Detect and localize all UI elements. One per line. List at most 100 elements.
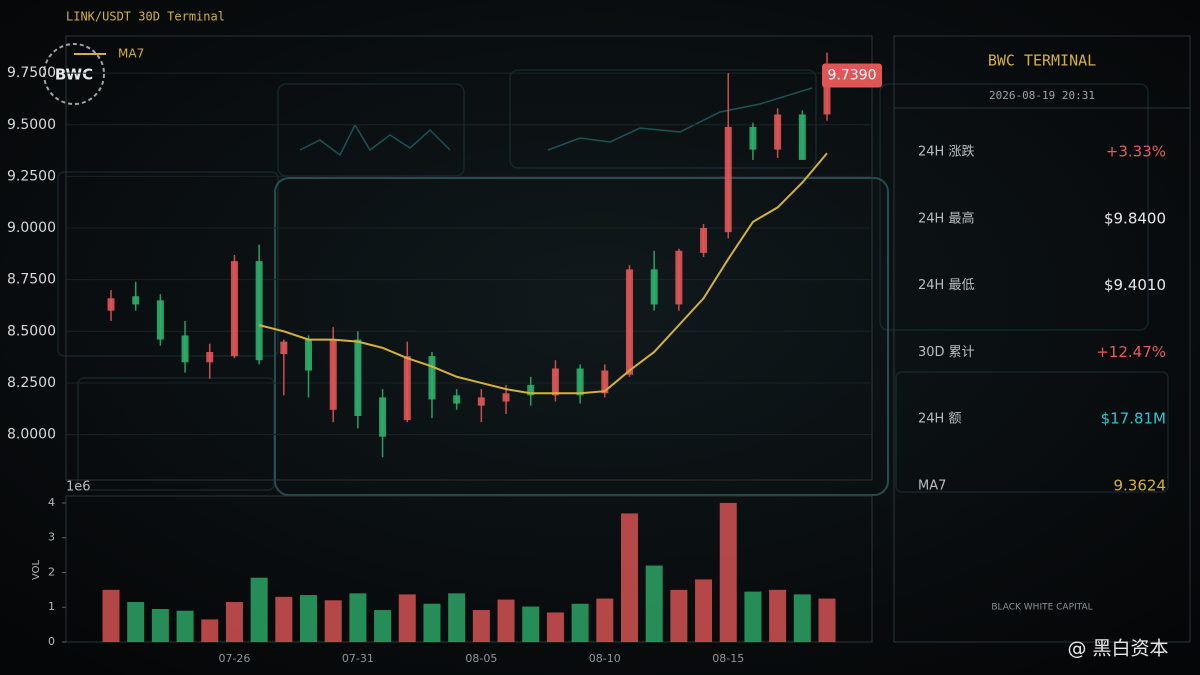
volume-frame [65,495,873,643]
volume-bar [596,598,614,642]
offset-label: 1e6 [66,480,91,495]
price-frame [65,35,873,481]
candle-body [428,356,436,400]
candle-body [107,298,115,311]
volume-bar [793,594,811,642]
candle-body [379,397,387,437]
y-tick-label: 8.0000 [7,427,56,443]
stat-value: $9.8400 [1104,209,1166,227]
stat-label: 24H 最高 [918,210,974,226]
candle-body [453,395,461,404]
candle-body [132,296,140,305]
volume-bar [497,599,515,642]
stat-label: 24H 额 [918,412,961,427]
candle-body [650,269,658,305]
ma-line [258,152,828,395]
candle-body [305,339,313,371]
volume-bar [448,593,466,642]
volume-bar [349,593,367,642]
stat-label: 30D 累计 [918,345,975,360]
volume-bar [102,589,120,642]
volume-bar [719,502,737,642]
volume-bar [300,595,318,642]
volume-bar [472,610,490,642]
volume-bar [423,603,441,642]
candle-body [724,126,732,233]
volume-bar [398,594,416,642]
watermark: @ 黑白资本 [1067,638,1168,660]
candle-body [774,114,782,150]
stat-value: $9.4010 [1104,276,1166,294]
volume-bar [324,600,342,642]
candle-body [551,368,559,396]
x-tick-label: 08-15 [712,652,744,665]
volume-bar [645,565,663,642]
volume-bar [250,577,268,642]
y-tick-label: 9.7500 [7,65,56,81]
last-price-label: 9.7390 [828,67,877,83]
y-tick-label: 9.2500 [7,168,56,184]
candle-body [181,335,189,363]
volume-bar [151,608,169,642]
panel-frame [893,35,1191,643]
candle-body [255,261,263,361]
y-tick-label: 0 [48,635,55,648]
volume-bar [546,612,564,642]
candle-body [601,370,609,394]
panel-timestamp: 2026-08-19 20:31 [989,89,1095,102]
decor [57,69,1169,493]
volume-bar [818,598,836,642]
y-tick-label: 8.7500 [7,272,56,288]
volume-bar [374,610,392,642]
stat-value: 9.3624 [1114,477,1167,495]
y-axis-label: VOL [31,560,42,581]
x-tick-label: 08-05 [465,652,497,665]
stat-label: MA7 [918,479,946,494]
candle-body [749,126,757,150]
candle-body [823,75,831,115]
stat-value: $17.81M [1101,410,1166,428]
x-tick-label: 07-31 [342,652,374,665]
stat-label: 24H 涨跌 [918,144,974,160]
volume-bar [127,602,145,642]
candle-body [700,228,708,253]
volume-bar [275,596,293,642]
x-tick-label: 08-10 [589,652,621,665]
volume-bar [571,603,589,642]
candle-body [576,368,584,396]
volume-bar [225,602,243,642]
x-tick-label: 07-26 [218,652,250,665]
panel-title: BWC TERMINAL [988,52,1096,70]
y-tick-label: 3 [48,531,55,544]
candle-body [403,356,411,421]
candle-body [625,269,633,375]
panel-footer: BLACK WHITE CAPITAL [991,603,1092,613]
candle-body [156,300,164,340]
volume-bar [769,589,787,642]
volume-bar [522,606,540,642]
candle-body [675,250,683,305]
candle-body [329,339,337,410]
volume-bar [744,591,762,642]
volume-bar [201,619,219,642]
volume-bar [176,610,194,642]
y-tick-label: 1 [48,600,55,613]
y-tick-label: 8.5000 [7,323,56,339]
logo: BWC [43,43,105,105]
chart-title: LINK/USDT 30D Terminal [66,10,225,24]
candle-body [206,351,214,363]
y-tick-label: 9.0000 [7,220,56,236]
y-tick-label: 9.5000 [7,117,56,133]
logo-text: BWC [55,66,93,84]
candle-body [280,341,288,355]
y-tick-label: 8.2500 [7,375,56,391]
y-tick-label: 2 [48,565,55,578]
candle-body [798,114,806,160]
last-price-tag [822,63,882,88]
candle-body [527,385,535,396]
stat-value: +12.47% [1096,343,1166,361]
highlight-frame [274,177,889,496]
stat-label: 24H 最低 [918,278,974,293]
stat-value: +3.33% [1106,143,1166,161]
